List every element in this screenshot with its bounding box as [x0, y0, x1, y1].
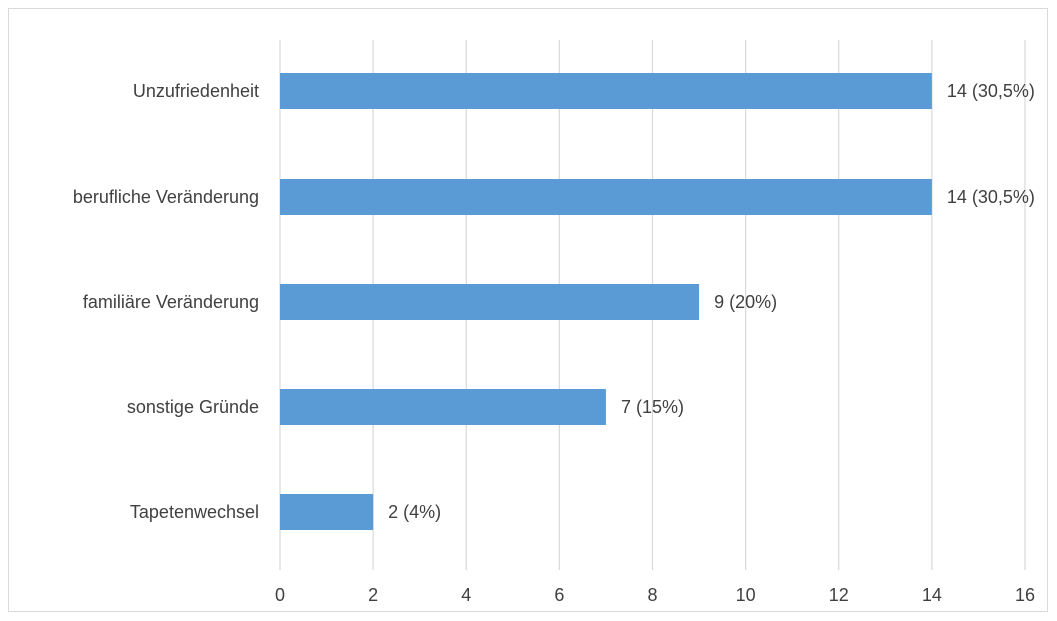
x-tick-label: 8: [647, 585, 657, 605]
bar: [280, 73, 932, 109]
bar: [280, 284, 700, 320]
data-label: 14 (30,5%): [947, 187, 1035, 207]
category-label: Tapetenwechsel: [130, 502, 259, 522]
grid-lines: [279, 40, 1026, 570]
category-label: sonstige Gründe: [127, 397, 259, 417]
data-label: 2 (4%): [388, 502, 441, 522]
bar: [280, 179, 932, 215]
category-label: berufliche Veränderung: [73, 187, 259, 207]
x-tick-label: 2: [368, 585, 378, 605]
x-tick-label: 10: [736, 585, 756, 605]
x-tick-label: 14: [922, 585, 942, 605]
x-axis-tick-labels: 0 2 4 6 8 10 12 14 16: [275, 585, 1035, 605]
category-label: Unzufriedenheit: [133, 81, 259, 101]
data-labels: 14 (30,5%) 14 (30,5%) 9 (20%) 7 (15%) 2 (4%): [388, 81, 1035, 522]
data-label: 14 (30,5%): [947, 81, 1035, 101]
x-tick-label: 0: [275, 585, 285, 605]
x-tick-label: 12: [829, 585, 849, 605]
x-tick-label: 6: [554, 585, 564, 605]
x-tick-label: 16: [1015, 585, 1035, 605]
bar: [280, 494, 374, 530]
data-label: 9 (20%): [714, 292, 777, 312]
bar: [280, 389, 606, 425]
x-tick-label: 4: [461, 585, 471, 605]
bars: [280, 73, 932, 530]
data-label: 7 (15%): [621, 397, 684, 417]
category-labels: Unzufriedenheit berufliche Veränderung fam…: [73, 81, 259, 522]
category-label: familiäre Veränderung: [83, 292, 259, 312]
